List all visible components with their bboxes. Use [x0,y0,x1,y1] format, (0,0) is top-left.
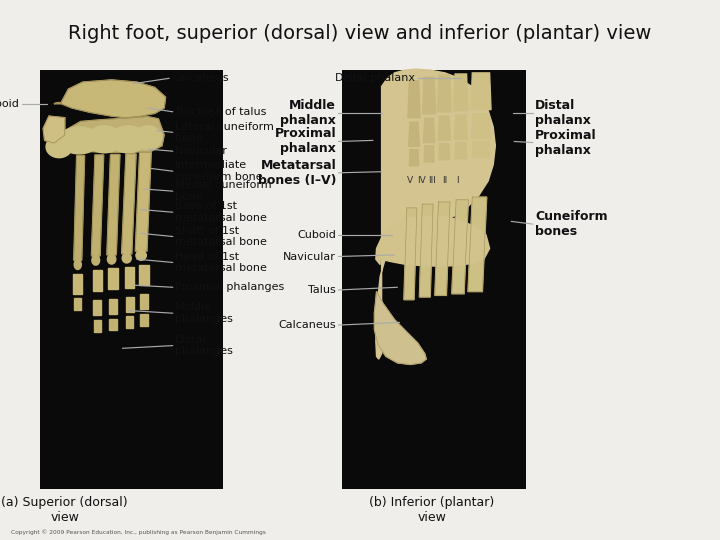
Text: Calcaneus: Calcaneus [279,320,336,330]
Polygon shape [108,268,118,289]
Text: Copyright © 2009 Pearson Education, Inc., publishing as Pearson Benjamin Cumming: Copyright © 2009 Pearson Education, Inc.… [11,529,266,535]
Polygon shape [438,116,451,140]
Polygon shape [424,146,434,162]
Polygon shape [472,114,490,138]
Text: Right foot, superior (dorsal) view and inferior (plantar) view: Right foot, superior (dorsal) view and i… [68,24,652,43]
Text: (a) Superior (dorsal)
view: (a) Superior (dorsal) view [1,496,128,524]
Text: Intermediate
cuneiform bone: Intermediate cuneiform bone [175,160,263,182]
Polygon shape [419,204,433,297]
Ellipse shape [74,260,81,269]
Polygon shape [376,69,495,359]
Polygon shape [107,154,120,255]
Polygon shape [435,202,450,295]
Text: Middle
phalanges: Middle phalanges [175,302,233,324]
Polygon shape [91,155,104,256]
Text: Cuboid: Cuboid [0,99,19,109]
Polygon shape [92,270,102,291]
Polygon shape [94,320,101,332]
Polygon shape [125,297,134,312]
Ellipse shape [92,255,99,265]
Polygon shape [135,152,151,251]
Text: Talus: Talus [308,285,336,295]
Text: Proximal
phalanx: Proximal phalanx [274,127,336,156]
Text: Distal
phalanges: Distal phalanges [175,335,233,356]
Polygon shape [404,208,417,300]
Text: Navicular: Navicular [284,252,336,261]
Ellipse shape [136,251,146,260]
Polygon shape [374,292,426,364]
Text: I: I [456,176,459,185]
Polygon shape [409,150,418,166]
Text: Head of 1st
metatarsal bone: Head of 1st metatarsal bone [175,252,267,273]
Text: III: III [428,176,436,185]
Polygon shape [423,118,435,143]
Polygon shape [109,319,117,330]
Polygon shape [109,299,117,314]
Text: Middle
phalanx: Middle phalanx [280,99,336,127]
Polygon shape [468,197,487,292]
Polygon shape [94,300,101,315]
Text: Proximal phalanges: Proximal phalanges [175,282,284,292]
Ellipse shape [59,127,99,154]
Polygon shape [455,143,467,159]
Text: Medial cuneiform
bone: Medial cuneiform bone [175,180,271,202]
Text: Trochlea of talus: Trochlea of talus [175,107,266,117]
Text: Distal
phalanx: Distal phalanx [535,99,591,127]
Polygon shape [438,75,451,112]
Polygon shape [408,81,420,118]
Text: Proximal
phalanx: Proximal phalanx [535,129,597,157]
Text: II: II [442,176,448,185]
Polygon shape [122,154,136,254]
Polygon shape [140,314,148,326]
Text: Lateral cuneiform
bone: Lateral cuneiform bone [175,122,274,143]
Polygon shape [454,74,468,111]
Polygon shape [423,77,436,114]
Polygon shape [140,265,149,285]
Polygon shape [454,115,467,139]
Ellipse shape [86,126,122,153]
Polygon shape [376,216,490,266]
Polygon shape [125,267,134,288]
Polygon shape [472,141,490,158]
Ellipse shape [107,254,116,264]
Text: Cuboid: Cuboid [297,230,336,240]
Text: Distal phalanx: Distal phalanx [336,73,415,83]
Text: Cuneiform
bones: Cuneiform bones [535,210,608,238]
Text: Calcaneus: Calcaneus [171,73,229,83]
Ellipse shape [133,126,162,150]
Polygon shape [43,116,65,143]
Text: Metatarsal
bones (I–V): Metatarsal bones (I–V) [258,159,336,187]
Polygon shape [439,144,449,160]
Polygon shape [126,316,133,328]
Polygon shape [54,80,166,118]
FancyBboxPatch shape [40,70,223,489]
Polygon shape [409,122,419,146]
FancyBboxPatch shape [342,70,526,489]
Ellipse shape [122,253,131,263]
Text: Shaft of 1st
metatarsal bone: Shaft of 1st metatarsal bone [175,226,267,247]
Text: (b) Inferior (plantar)
view: (b) Inferior (plantar) view [369,496,495,524]
Polygon shape [452,200,468,294]
Ellipse shape [46,136,72,158]
Polygon shape [73,274,82,294]
Text: Base of 1st
metatarsal bone: Base of 1st metatarsal bone [175,201,267,223]
Polygon shape [74,298,81,310]
Polygon shape [73,156,85,260]
Text: V: V [408,176,413,185]
Text: Navicular: Navicular [175,146,228,156]
Text: IV: IV [417,176,426,185]
Ellipse shape [110,126,146,153]
Polygon shape [471,73,491,110]
Polygon shape [140,294,148,309]
Polygon shape [52,117,164,152]
